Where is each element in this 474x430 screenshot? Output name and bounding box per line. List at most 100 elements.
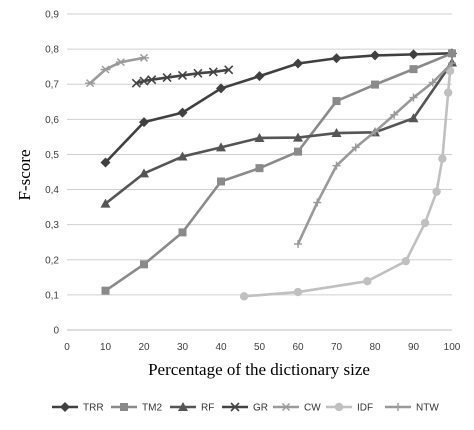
legend-item-ntw: NTW <box>385 403 439 414</box>
data-point-idf-6 <box>438 154 447 163</box>
legend: TRR TM2 RF GR CW IDF NTW <box>52 402 439 414</box>
series-ntw <box>294 59 456 248</box>
data-point-cw-2 <box>115 58 126 67</box>
data-point-idf-2 <box>363 276 372 286</box>
data-point-ntw-1 <box>313 198 322 207</box>
data-point-ntw-7 <box>428 78 437 87</box>
data-point-ntw-3 <box>351 143 360 152</box>
legend-label-trr: TRR <box>83 403 104 414</box>
data-point-rf-4 <box>254 132 265 142</box>
legend-marker-cw <box>281 403 291 411</box>
legend-marker-idf <box>334 402 344 412</box>
series-layer <box>85 48 457 301</box>
data-point-trr-7 <box>370 50 380 61</box>
x-tick-label-0: 0 <box>64 342 70 353</box>
x-tick-label-4: 40 <box>215 342 227 353</box>
legend-marker-ntw <box>394 403 402 411</box>
data-point-gr-6 <box>208 67 218 77</box>
data-point-tm2-5 <box>294 147 302 156</box>
data-point-idf-5 <box>432 187 441 196</box>
gridlines <box>67 13 452 296</box>
data-point-cw-1 <box>100 65 111 74</box>
data-point-cw-3 <box>139 53 149 62</box>
x-tick-label-10: 100 <box>444 342 461 353</box>
data-point-rf-5 <box>293 132 303 142</box>
data-point-ntw-0 <box>294 239 302 248</box>
y-tick-label-9: 0,9 <box>45 10 59 21</box>
data-point-tm2-0 <box>101 286 110 295</box>
y-tick-label-6: 0,6 <box>45 115 59 126</box>
data-point-rf-8 <box>408 113 419 123</box>
y-tick-label-8: 0,8 <box>45 45 59 56</box>
data-point-rf-1 <box>139 168 149 178</box>
series-line-tm2 <box>104 52 454 292</box>
data-point-gr-1 <box>139 76 149 86</box>
data-point-rf-6 <box>331 128 342 138</box>
data-point-idf-1 <box>293 287 303 297</box>
legend-item-gr: GR <box>222 402 268 414</box>
y-tick-label-5: 0,5 <box>45 150 59 161</box>
y-tick-label-1: 0,1 <box>45 290 59 301</box>
data-point-ntw-6 <box>409 93 418 102</box>
tick-labels: 0 0,1 0,2 0,3 0,4 0,5 0,6 0,7 0,8 0,9 0 10 20 30 40 50 6… <box>45 10 461 354</box>
data-point-idf-3 <box>401 256 410 266</box>
data-point-tm2-3 <box>217 177 225 186</box>
data-point-gr-5 <box>193 68 203 78</box>
data-point-idf-4 <box>420 218 430 228</box>
x-axis-title: Percentage of the dictionary size <box>148 360 370 379</box>
legend-label-ntw: NTW <box>416 403 439 414</box>
data-point-gr-0 <box>131 78 141 88</box>
data-point-trr-0 <box>100 157 111 168</box>
series-gr <box>131 65 234 88</box>
series-line-trr <box>104 52 454 164</box>
data-point-tm2-2 <box>178 228 187 237</box>
data-point-gr-3 <box>162 72 172 83</box>
data-point-idf-0 <box>239 292 249 301</box>
data-point-ntw-8 <box>448 59 456 68</box>
legend-item-cw: CW <box>273 403 321 414</box>
data-point-tm2-4 <box>255 164 264 173</box>
data-point-trr-4 <box>254 71 265 82</box>
legend-label-gr: GR <box>253 403 268 414</box>
legend-marker-gr <box>230 402 240 412</box>
series-line-rf <box>104 61 454 205</box>
legend-marker-rf <box>178 402 188 411</box>
y-tick-label-3: 0,3 <box>45 220 59 231</box>
x-tick-label-2: 20 <box>138 342 150 353</box>
x-tick-label-5: 50 <box>254 342 266 353</box>
data-point-trr-6 <box>331 53 342 64</box>
data-point-rf-2 <box>177 151 188 161</box>
data-point-gr-4 <box>177 70 188 81</box>
data-point-rf-3 <box>216 142 226 152</box>
legend-item-rf: RF <box>170 402 214 414</box>
series-rf <box>100 57 457 208</box>
x-tick-label-8: 80 <box>369 342 381 353</box>
data-point-trr-3 <box>216 83 226 94</box>
x-tick-label-9: 90 <box>408 342 420 353</box>
y-tick-label-4: 0,4 <box>45 185 59 196</box>
series-tm2 <box>101 49 456 295</box>
legend-label-tm2: TM2 <box>142 403 162 414</box>
legend-marker-tm2 <box>120 403 128 411</box>
data-point-idf-7 <box>443 88 453 97</box>
series-idf <box>239 66 455 301</box>
data-point-gr-7 <box>224 65 234 75</box>
data-point-tm2-8 <box>409 65 418 74</box>
data-point-ntw-2 <box>332 161 341 170</box>
y-tick-label-7: 0,7 <box>45 80 59 91</box>
data-point-tm2-9 <box>448 49 456 58</box>
data-point-tm2-7 <box>371 80 379 89</box>
x-tick-label-1: 10 <box>100 342 112 353</box>
series-cw <box>85 53 149 88</box>
data-point-trr-5 <box>293 58 303 69</box>
legend-marker-trr <box>60 402 70 412</box>
series-line-cw <box>88 56 146 85</box>
y-tick-label-0: 0 <box>53 326 59 337</box>
legend-label-rf: RF <box>201 403 214 414</box>
legend-item-idf: IDF <box>326 403 373 414</box>
x-tick-label-3: 30 <box>177 342 189 353</box>
data-point-cw-0 <box>85 79 96 88</box>
